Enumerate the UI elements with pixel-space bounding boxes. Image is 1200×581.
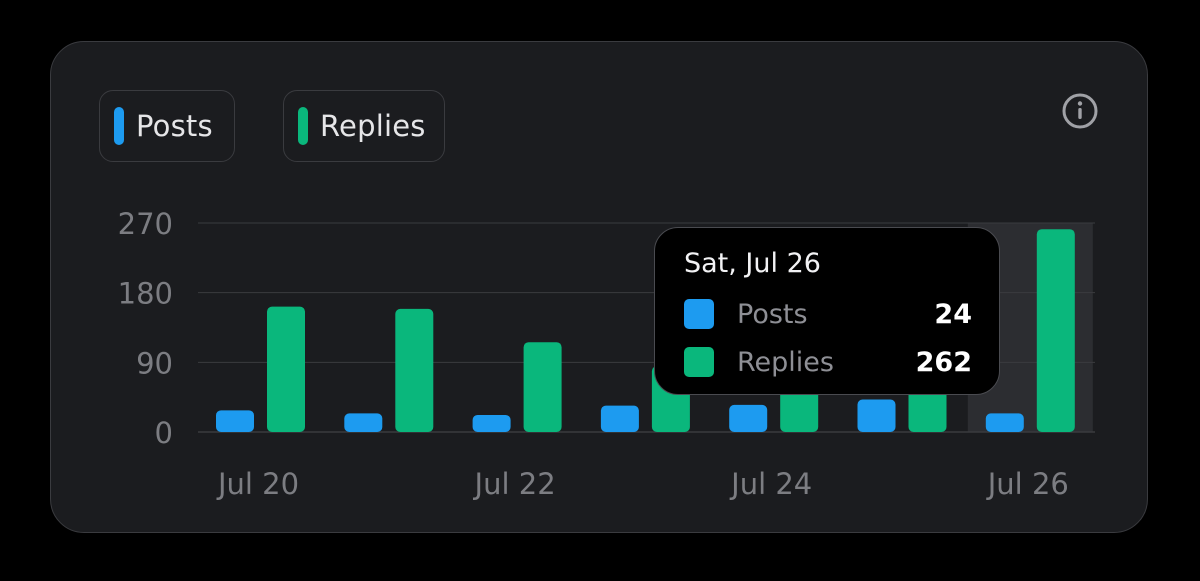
x-tick-label: Jul 26 xyxy=(986,467,1069,501)
y-tick-label: 180 xyxy=(118,277,173,311)
posts-bar[interactable] xyxy=(600,405,639,432)
posts-bar[interactable] xyxy=(857,399,896,432)
posts-bar[interactable] xyxy=(472,414,511,432)
replies-swatch xyxy=(298,107,308,145)
tooltip-posts-swatch xyxy=(684,299,714,329)
tooltip-posts-value: 24 xyxy=(934,298,972,330)
posts-bar[interactable] xyxy=(216,410,254,432)
x-tick-label: Jul 22 xyxy=(473,467,556,501)
x-tick-label: Jul 24 xyxy=(729,467,812,501)
tooltip-replies-value: 262 xyxy=(915,346,972,378)
x-tick-label: Jul 20 xyxy=(216,467,299,501)
tooltip-row-replies: Replies 262 xyxy=(684,346,972,378)
replies-bar[interactable] xyxy=(523,342,562,432)
posts-bar[interactable] xyxy=(985,413,1024,432)
posts-bar[interactable] xyxy=(344,413,383,432)
legend-label-replies: Replies xyxy=(320,109,426,143)
tooltip-row-posts: Posts 24 xyxy=(684,298,972,330)
y-tick-label: 90 xyxy=(136,346,173,380)
replies-bar[interactable] xyxy=(395,308,434,432)
tooltip-replies-label: Replies xyxy=(737,346,834,378)
y-tick-label: 270 xyxy=(118,207,173,241)
chart-tooltip: Sat, Jul 26 Posts 24 Replies 262 xyxy=(654,227,1000,395)
info-icon[interactable] xyxy=(1062,93,1098,129)
tooltip-title: Sat, Jul 26 xyxy=(684,248,821,279)
legend-label-posts: Posts xyxy=(136,109,213,143)
tooltip-posts-label: Posts xyxy=(737,298,808,330)
posts-bar[interactable] xyxy=(729,404,768,432)
replies-bar[interactable] xyxy=(1036,229,1075,432)
posts-swatch xyxy=(114,107,124,145)
legend-toggle-posts[interactable]: Posts xyxy=(99,90,235,162)
legend-toggle-replies[interactable]: Replies xyxy=(283,90,445,162)
tooltip-replies-swatch xyxy=(684,347,714,377)
replies-bar[interactable] xyxy=(267,306,305,432)
y-tick-label: 0 xyxy=(155,416,173,450)
